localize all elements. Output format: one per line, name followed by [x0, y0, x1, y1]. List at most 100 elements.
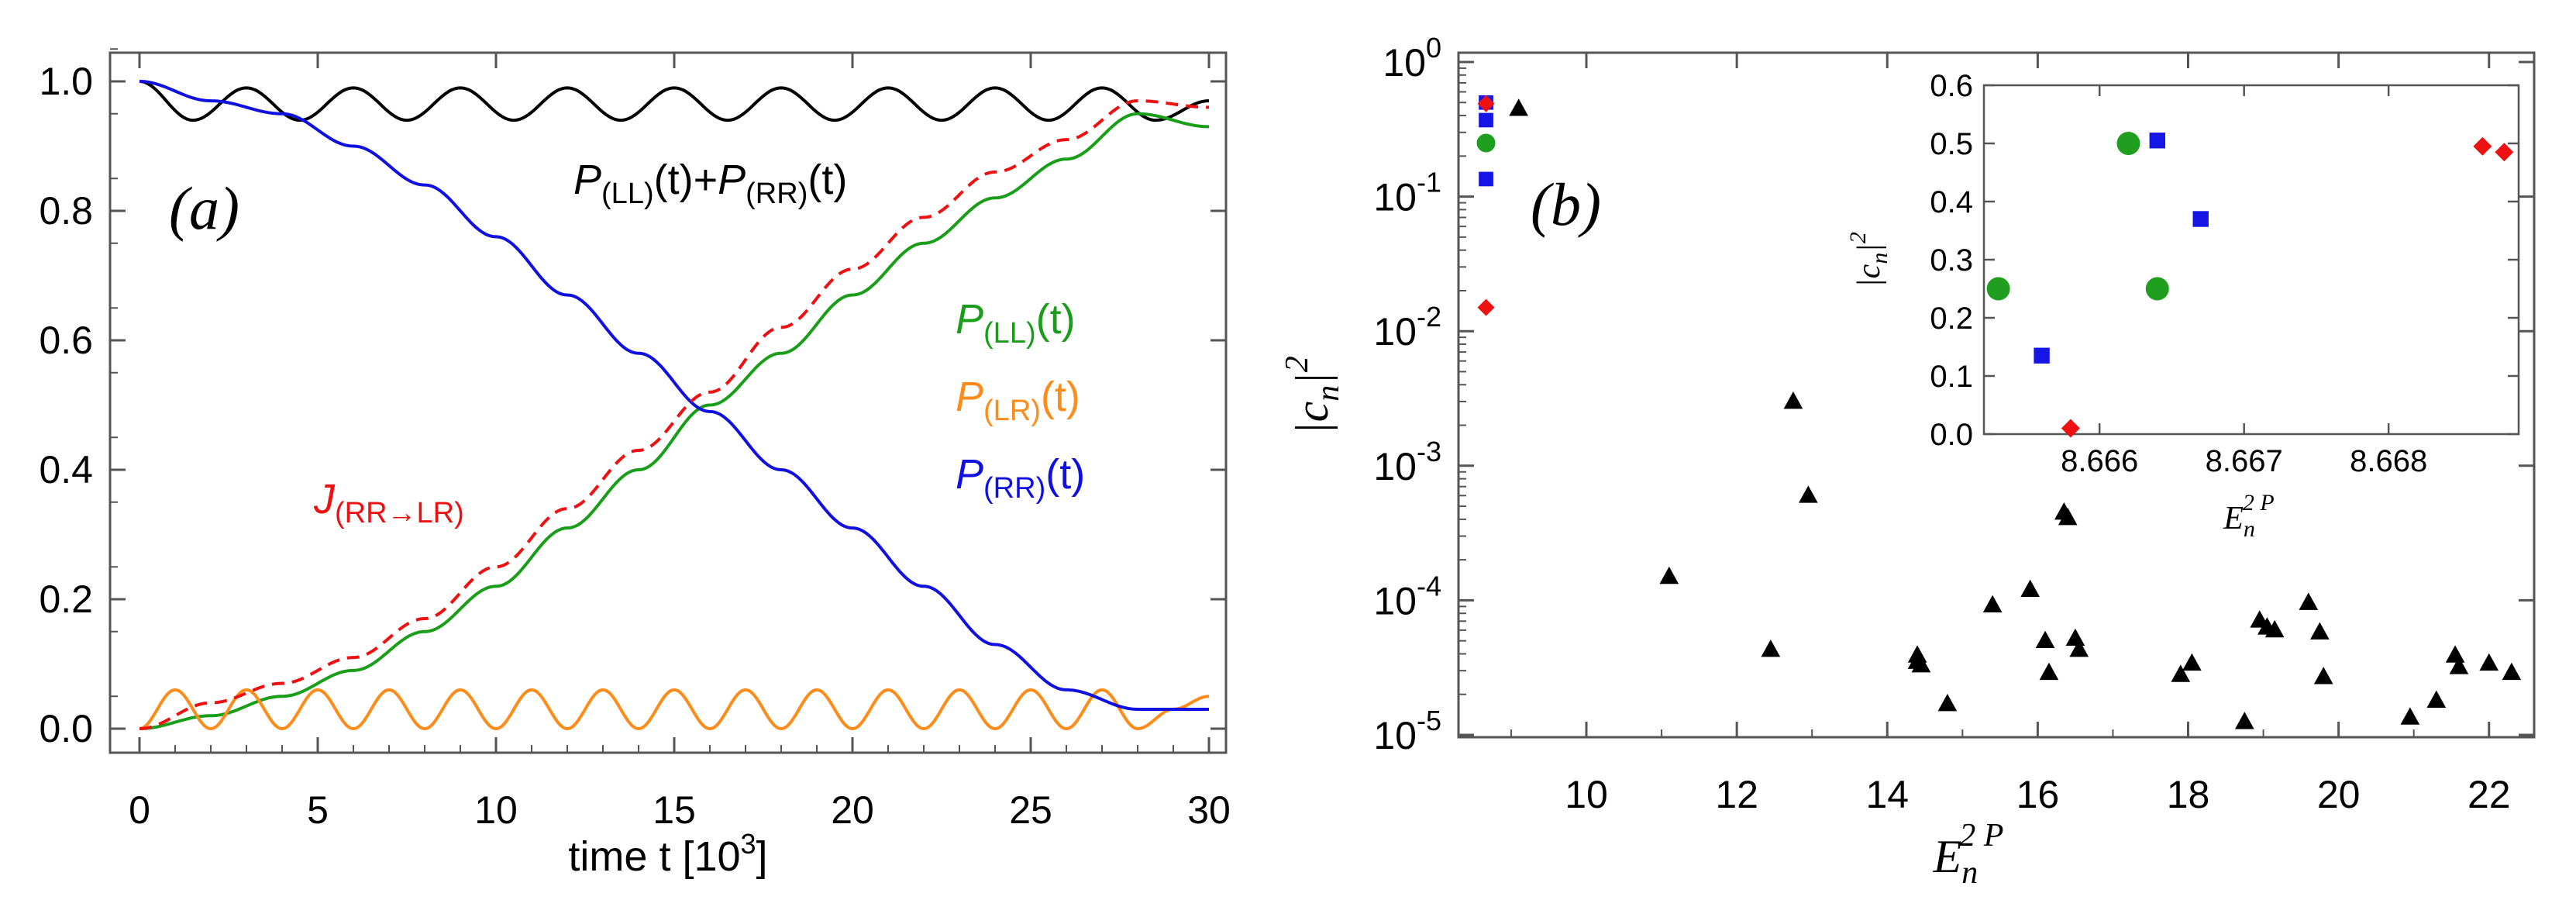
series-line-p-ll-t-p-rr-t [139, 80, 1209, 122]
inset-point-red-diamonds [2061, 419, 2080, 438]
inset-ytick-label: 0.6 [1930, 69, 1973, 103]
point-black-triangles [2039, 662, 2059, 681]
b-xtick-label: 14 [1865, 773, 1909, 816]
point-black-triangles [2310, 622, 2330, 640]
a-xtick-label: 25 [1009, 788, 1052, 832]
point-black-triangles [2234, 712, 2254, 729]
point-black-triangles [2449, 657, 2469, 674]
inset-point-green-circles [2116, 132, 2140, 155]
b-ytick-label: 10-2 [1373, 301, 1441, 353]
point-red-diamonds [1477, 95, 1495, 112]
panel-b-label: (b) [1531, 171, 1601, 238]
point-black-triangles [1982, 595, 2003, 613]
inset-ytick-label: 0.1 [1930, 360, 1973, 394]
inset-ytick-label: 0.5 [1930, 127, 1973, 161]
inset-frame [1982, 84, 2520, 436]
b-xtick-label: 20 [2317, 773, 2361, 816]
point-black-triangles [2171, 664, 2191, 682]
b-xtick-label: 12 [1715, 773, 1758, 816]
a-ytick-label: 0.2 [39, 578, 93, 621]
point-black-triangles [2069, 640, 2089, 657]
point-black-triangles [1911, 654, 1931, 673]
panel-b-series [1476, 95, 2522, 729]
inset-ytick-label: 0.2 [1930, 302, 1973, 336]
series-black-triangles [1509, 98, 2522, 729]
b-ytick-label: 10-1 [1373, 167, 1441, 219]
point-black-triangles [1659, 566, 1679, 584]
inset-xtick-label: 8.668 [2350, 444, 2427, 478]
b-xtick-label: 18 [2167, 773, 2210, 816]
point-black-triangles [2400, 707, 2420, 725]
a-ytick-label: 0.4 [39, 448, 93, 491]
a-ytick-label: 0.8 [39, 189, 93, 233]
inset-ytick-label: 0.3 [1930, 243, 1973, 278]
inset-point-blue-squares [2149, 133, 2165, 149]
series-line-p-rr-t [139, 80, 1209, 711]
inset-ticks: 8.666 8.667 8.668 0.0 0.1 0.2 0.3 0.4 0.5 0.6 [1930, 69, 2519, 478]
inset-ytick-label: 0.4 [1930, 185, 1973, 219]
prr-legend-label: P(RR)(t) [956, 451, 1085, 505]
inset-xtick-label: 8.667 [2206, 444, 2283, 478]
point-black-triangles [1798, 485, 1818, 503]
a-ytick-label: 0.6 [39, 319, 93, 362]
a-xtick-label: 10 [474, 788, 518, 832]
inset-point-green-circles [2145, 277, 2169, 301]
panel-a-ticks: 0 5 10 15 20 25 30 0.0 0.2 0.4 0.6 0.8 1.0 [39, 48, 1231, 832]
series-line-p-lr-t [139, 688, 1210, 731]
inset-xtick-label: 8.666 [2061, 444, 2138, 478]
b-ytick-label: 10-4 [1373, 570, 1441, 622]
point-black-triangles [2058, 508, 2078, 526]
point-black-triangles [2445, 645, 2465, 663]
b-ytick-label: 100 [1383, 32, 1441, 84]
inset-point-red-diamonds [2495, 143, 2514, 162]
inset-ylabel: |cn|2 [1845, 232, 1892, 288]
point-black-triangles [2020, 579, 2040, 598]
inset-series-red-diamonds [2061, 136, 2514, 438]
inset-series-blue-squares [2034, 133, 2209, 364]
inset-series [1986, 132, 2514, 438]
inset-plot: 8.666 8.667 8.668 0.0 0.1 0.2 0.3 0.4 0.5 0.6 |cn… [1845, 69, 2520, 542]
a-xtick-label: 30 [1187, 788, 1231, 832]
panel-a-frame [108, 51, 1228, 754]
point-black-triangles [2299, 592, 2319, 610]
panel-a-label: (a) [169, 174, 239, 242]
point-black-triangles [1937, 693, 1958, 712]
inset-ytick-label: 0.0 [1930, 418, 1973, 452]
point-black-triangles [2502, 662, 2522, 681]
panel-b: 10 12 14 16 18 20 22 100 10-1 10-2 10-3 10-4 10-5 (b… [1279, 32, 2536, 891]
series-green-circles [1476, 133, 1496, 153]
j-legend-label: J(RR→LR) [313, 476, 464, 529]
b-xtick-label: 22 [2468, 773, 2511, 816]
a-xtick-label: 15 [653, 788, 696, 832]
point-black-triangles [2426, 690, 2447, 709]
point-black-triangles [2313, 667, 2333, 684]
point-black-triangles [2264, 619, 2285, 638]
a-xtick-label: 0 [129, 788, 150, 832]
point-black-triangles [2182, 653, 2202, 671]
pll-legend-label: P(LL)(t) [956, 296, 1076, 350]
b-xtick-label: 16 [2016, 773, 2060, 816]
series-line-p-ll-t [139, 112, 1209, 730]
point-blue-squares [1479, 171, 1493, 187]
b-ytick-label: 10-5 [1373, 705, 1441, 757]
panel-b-ylabel: |cn|2 [1279, 356, 1346, 435]
point-green-circles [1476, 133, 1496, 153]
point-black-triangles [1509, 98, 1529, 116]
series-line-j-rr-lr [139, 99, 1209, 730]
plr-legend-label: P(LR)(t) [956, 374, 1080, 427]
panel-b-frame [1457, 51, 2536, 739]
inset-point-green-circles [1986, 277, 2010, 301]
panel-b-ticks: 10 12 14 16 18 20 22 100 10-1 10-2 10-3 10-4 10-5 [1373, 32, 2534, 816]
point-blue-squares [1479, 112, 1493, 128]
panel-a-series [139, 80, 1210, 731]
inset-point-blue-squares [2034, 347, 2050, 364]
point-black-triangles [2035, 630, 2055, 649]
b-ytick-label: 10-3 [1373, 436, 1441, 488]
point-red-diamonds [1477, 298, 1495, 316]
inset-xlabel: En2 P [2223, 490, 2274, 542]
panel-b-xlabel: En2 P [1933, 818, 2004, 891]
point-black-triangles [1783, 391, 1803, 409]
sum-legend-label: P(LL)(t)+P(RR)(t) [573, 157, 847, 210]
series-red-diamonds [1477, 95, 1495, 316]
